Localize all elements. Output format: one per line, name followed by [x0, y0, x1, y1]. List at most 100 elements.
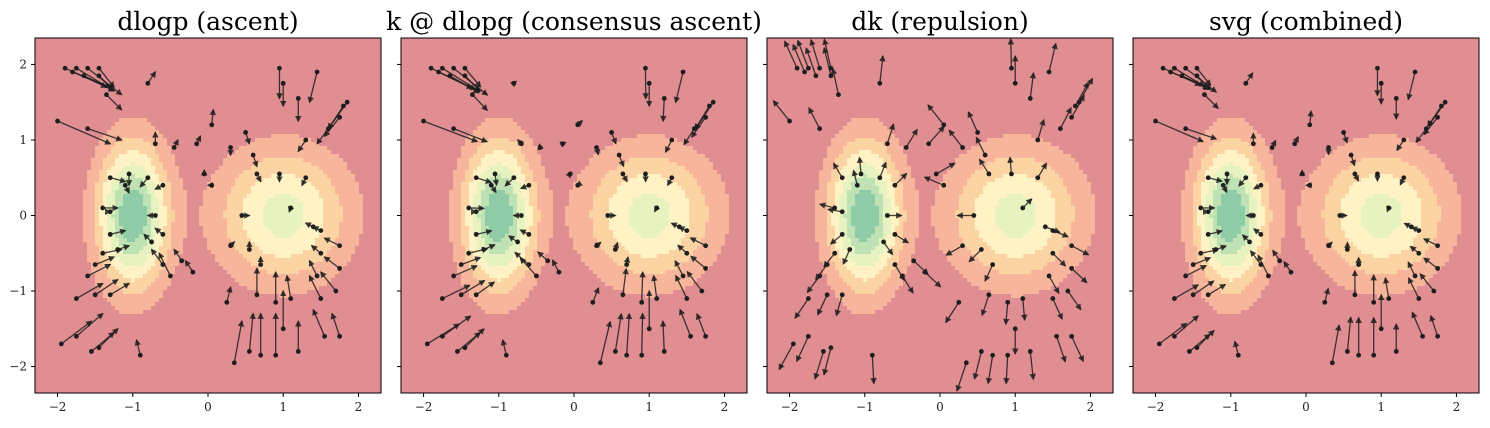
- contour-cell: [35, 158, 40, 163]
- contour-cell: [103, 170, 108, 175]
- contour-cell: [135, 62, 140, 67]
- contour-cell: [339, 62, 344, 67]
- contour-cell: [271, 154, 276, 159]
- contour-cell: [283, 142, 288, 147]
- contour-cell: [279, 262, 284, 267]
- contour-cell: [115, 126, 120, 131]
- contour-cell: [107, 54, 112, 59]
- contour-cell: [195, 90, 200, 95]
- contour-cell: [151, 102, 156, 107]
- contour-cell: [39, 250, 44, 255]
- contour-cell: [107, 194, 112, 199]
- contour-cell: [307, 210, 312, 215]
- contour-cell: [347, 98, 352, 103]
- contour-cell: [211, 58, 216, 63]
- contour-cell: [291, 46, 296, 51]
- contour-cell: [103, 58, 108, 63]
- contour-cell: [327, 146, 332, 151]
- contour-cell: [227, 122, 232, 127]
- contour-cell: [371, 114, 376, 119]
- contour-cell: [183, 250, 188, 255]
- contour-cell: [319, 38, 324, 43]
- contour-cell: [239, 130, 244, 135]
- contour-cell: [147, 170, 152, 175]
- contour-cell: [63, 202, 68, 207]
- contour-cell: [255, 102, 260, 107]
- contour-cell: [263, 70, 268, 75]
- contour-cell: [67, 82, 72, 87]
- contour-cell: [303, 162, 308, 167]
- contour-cell: [227, 134, 232, 139]
- contour-cell: [175, 194, 180, 199]
- contour-cell: [307, 58, 312, 63]
- contour-cell: [215, 50, 220, 55]
- contour-cell: [367, 82, 372, 87]
- contour-cell: [195, 98, 200, 103]
- contour-cell: [287, 106, 292, 111]
- contour-cell: [127, 138, 132, 143]
- contour-cell: [59, 198, 64, 203]
- contour-cell: [379, 222, 381, 227]
- contour-cell: [259, 78, 264, 83]
- contour-cell: [75, 154, 80, 159]
- contour-cell: [87, 142, 92, 147]
- contour-cell: [139, 110, 144, 115]
- contour-cell: [183, 162, 188, 167]
- contour-cell: [147, 230, 152, 235]
- contour-cell: [163, 138, 168, 143]
- contour-cell: [179, 166, 184, 171]
- contour-cell: [247, 62, 252, 67]
- contour-cell: [235, 262, 240, 267]
- contour-cell: [287, 222, 292, 227]
- contour-cell: [251, 70, 256, 75]
- contour-cell: [171, 130, 176, 135]
- contour-cell: [219, 170, 224, 175]
- contour-cell: [307, 226, 312, 231]
- contour-cell: [355, 198, 360, 203]
- contour-cell: [279, 98, 284, 103]
- contour-cell: [219, 54, 224, 59]
- contour-cell: [211, 102, 216, 107]
- contour-cell: [227, 86, 232, 91]
- contour-cell: [275, 250, 280, 255]
- contour-cell: [259, 210, 264, 215]
- contour-cell: [207, 158, 212, 163]
- contour-cell: [351, 238, 356, 243]
- contour-cell: [211, 178, 216, 183]
- contour-cell: [63, 198, 68, 203]
- contour-cell: [59, 118, 64, 123]
- contour-cell: [195, 170, 200, 175]
- contour-cell: [311, 138, 316, 143]
- contour-cell: [131, 58, 136, 63]
- contour-cell: [47, 234, 52, 239]
- contour-cell: [299, 174, 304, 179]
- contour-cell: [251, 42, 256, 47]
- contour-cell: [99, 118, 104, 123]
- contour-cell: [311, 210, 316, 215]
- contour-cell: [359, 66, 364, 71]
- contour-cell: [35, 82, 40, 87]
- contour-cell: [319, 74, 324, 79]
- contour-cell: [63, 82, 68, 87]
- contour-cell: [71, 246, 76, 251]
- contour-cell: [171, 118, 176, 123]
- contour-cell: [143, 254, 148, 259]
- contour-cell: [371, 38, 376, 43]
- contour-cell: [291, 122, 296, 127]
- contour-cell: [359, 122, 364, 127]
- contour-cell: [343, 254, 348, 259]
- contour-cell: [55, 202, 60, 207]
- contour-cell: [59, 238, 64, 243]
- contour-cell: [115, 254, 120, 259]
- contour-cell: [199, 198, 204, 203]
- contour-cell: [231, 114, 236, 119]
- contour-cell: [299, 110, 304, 115]
- contour-cell: [351, 206, 356, 211]
- contour-cell: [167, 166, 172, 171]
- contour-cell: [191, 78, 196, 83]
- contour-cell: [171, 258, 176, 263]
- contour-cell: [323, 158, 328, 163]
- contour-cell: [295, 54, 300, 59]
- contour-cell: [83, 226, 88, 231]
- contour-cell: [183, 246, 188, 251]
